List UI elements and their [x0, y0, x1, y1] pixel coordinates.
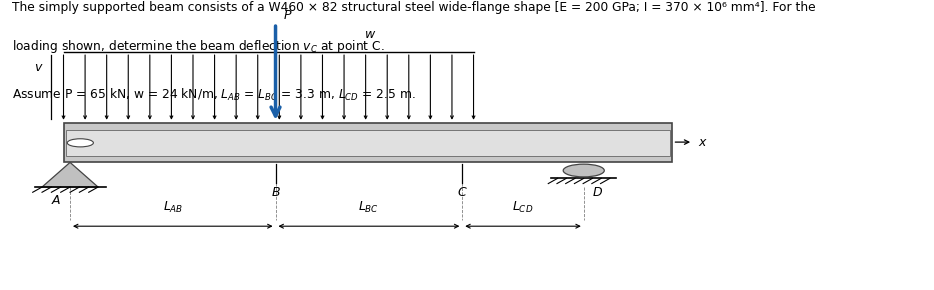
Text: $C$: $C$ — [457, 186, 468, 199]
Text: $L_{AB}$: $L_{AB}$ — [163, 200, 183, 215]
Text: $D$: $D$ — [592, 186, 603, 199]
Text: loading shown, determine the beam deflection $v_C$ at point C.: loading shown, determine the beam deflec… — [12, 38, 385, 55]
Text: $v$: $v$ — [35, 61, 44, 74]
Text: The simply supported beam consists of a W460 × 82 structural steel wide-flange s: The simply supported beam consists of a … — [12, 1, 815, 14]
Circle shape — [67, 139, 93, 147]
Text: $B$: $B$ — [271, 186, 280, 199]
Text: $L_{CD}$: $L_{CD}$ — [513, 200, 533, 215]
Circle shape — [563, 164, 604, 177]
Polygon shape — [66, 130, 670, 156]
Text: $x$: $x$ — [698, 136, 708, 148]
Text: $L_{BC}$: $L_{BC}$ — [359, 200, 379, 215]
Text: $A$: $A$ — [50, 194, 62, 207]
Polygon shape — [64, 123, 672, 162]
Text: $w$: $w$ — [364, 28, 376, 41]
Polygon shape — [42, 162, 98, 187]
Text: Assume P = 65 kN, w = 24 kN/m, $L_{AB}$ = $L_{BC}$ = 3.3 m, $L_{CD}$ = 2.5 m.: Assume P = 65 kN, w = 24 kN/m, $L_{AB}$ … — [12, 87, 416, 103]
Text: $P$: $P$ — [283, 9, 292, 22]
